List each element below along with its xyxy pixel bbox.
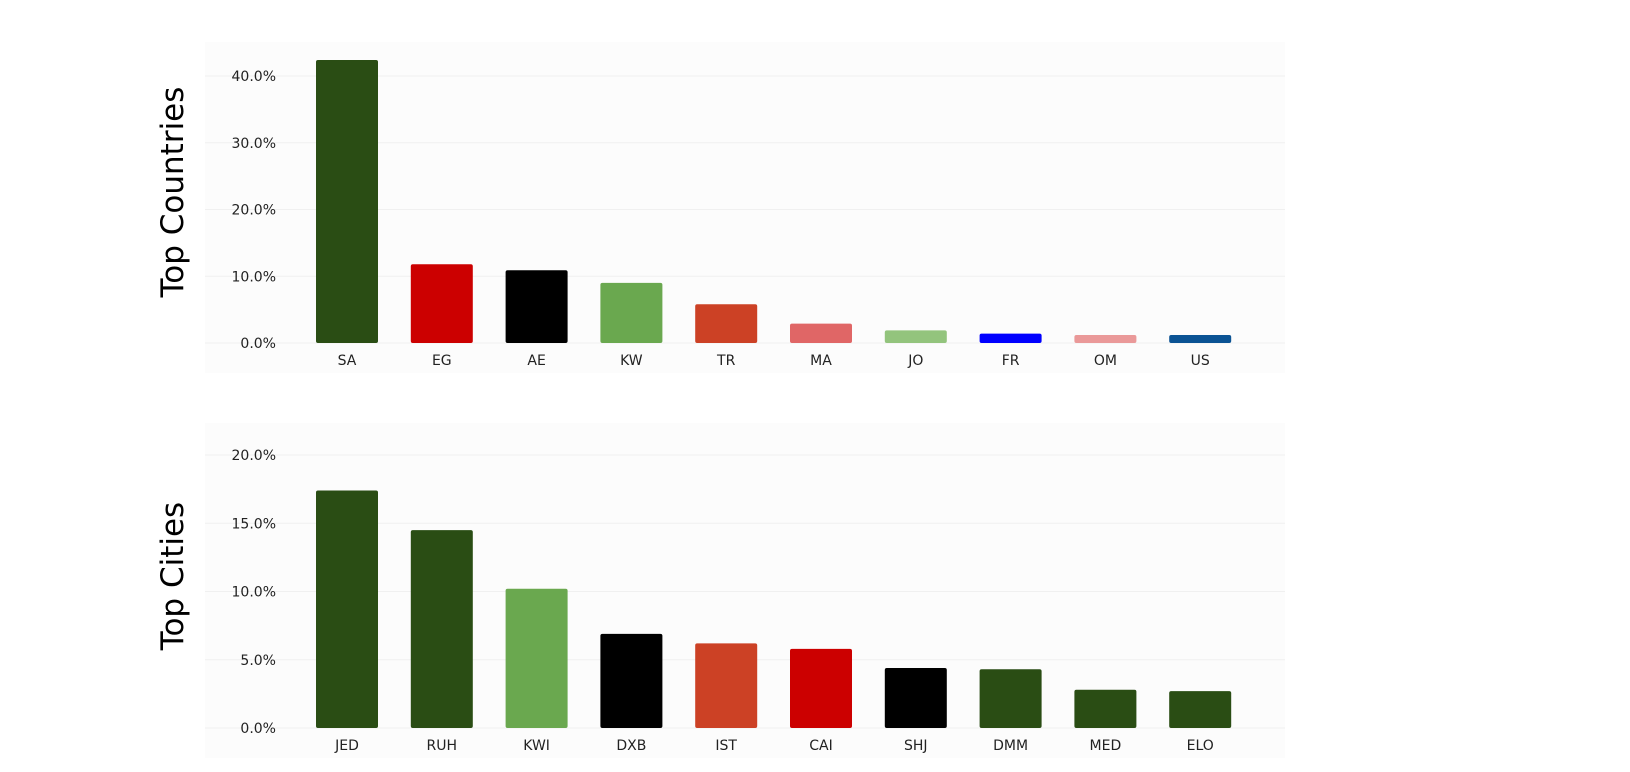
x-tick-label: SA bbox=[338, 353, 357, 369]
bar-ruh[interactable] bbox=[410, 530, 473, 728]
bar-us[interactable] bbox=[1169, 334, 1232, 343]
bar-shj[interactable] bbox=[884, 667, 947, 728]
y-tick-label: 10.0% bbox=[232, 269, 276, 285]
x-tick-label: KW bbox=[620, 353, 643, 369]
bar-jed[interactable] bbox=[316, 490, 378, 728]
chart-plot-top-cities: 0.0% 5.0% 10.0% 15.0% 20.0% JED RUH KWI DXB IST CA… bbox=[205, 423, 1285, 758]
y-tick-label: 5.0% bbox=[240, 653, 276, 669]
chart-top-countries: Top Countries 0.0% 10.0% 20.0% 30.0% 40.0% SA… bbox=[155, 59, 1285, 369]
y-tick-label: 10.0% bbox=[232, 585, 276, 601]
x-tick-label: DXB bbox=[616, 738, 646, 754]
bar-kwi[interactable] bbox=[505, 588, 568, 728]
bar-ae[interactable] bbox=[505, 270, 568, 343]
x-tick-label: DMM bbox=[993, 738, 1028, 754]
bar-med[interactable] bbox=[1074, 689, 1137, 728]
x-tick-label: MA bbox=[810, 353, 832, 369]
y-tick-label: 20.0% bbox=[232, 448, 276, 464]
y-tick-label: 15.0% bbox=[232, 516, 276, 532]
bar-elo[interactable] bbox=[1169, 691, 1232, 728]
x-tick-label: OM bbox=[1094, 353, 1117, 369]
x-tick-label: CAI bbox=[809, 738, 832, 754]
y-tick-label: 0.0% bbox=[240, 336, 276, 352]
chart-top-cities: Top Cities 0.0% 5.0% 10.0% 15.0% 20.0% JED RUH… bbox=[0, 410, 1630, 768]
y-tick-label: 40.0% bbox=[232, 69, 276, 85]
x-tick-label: MED bbox=[1090, 738, 1122, 754]
bar-fr[interactable] bbox=[979, 333, 1042, 343]
bar-om[interactable] bbox=[1074, 334, 1137, 343]
bar-kw[interactable] bbox=[600, 282, 663, 343]
bar-eg[interactable] bbox=[410, 264, 473, 343]
bar-cai[interactable] bbox=[790, 648, 852, 728]
x-tick-label: RUH bbox=[427, 738, 458, 754]
bar-sa[interactable] bbox=[316, 59, 378, 343]
bar-ist[interactable] bbox=[695, 643, 758, 728]
x-tick-label: KWI bbox=[523, 738, 550, 754]
chart-title-top-cities: Top Cities bbox=[155, 501, 191, 651]
bar-jo[interactable] bbox=[884, 330, 947, 343]
x-tick-label: AE bbox=[527, 353, 545, 369]
x-tick-label: FR bbox=[1002, 353, 1020, 369]
x-tick-label: JED bbox=[334, 738, 359, 754]
y-tick-label: 30.0% bbox=[232, 136, 276, 152]
bar-dmm[interactable] bbox=[979, 669, 1042, 728]
bar-tr[interactable] bbox=[695, 304, 758, 343]
y-tick-label: 0.0% bbox=[240, 721, 276, 737]
x-tick-label: EG bbox=[432, 353, 452, 369]
x-tick-label: ELO bbox=[1187, 738, 1214, 754]
chart-plot-top-countries: 0.0% 10.0% 20.0% 30.0% 40.0% SA EG AE KW TR MA JO FR… bbox=[205, 59, 1285, 369]
bar-ma[interactable] bbox=[790, 323, 852, 343]
bar-dxb[interactable] bbox=[600, 633, 663, 728]
x-tick-label: SHJ bbox=[904, 738, 928, 754]
chart-title-top-countries: Top Countries bbox=[155, 86, 191, 298]
x-tick-label: IST bbox=[715, 738, 737, 754]
x-tick-label: US bbox=[1191, 353, 1210, 369]
x-tick-label: JO bbox=[907, 353, 923, 369]
x-tick-label: TR bbox=[716, 353, 736, 369]
y-tick-label: 20.0% bbox=[232, 203, 276, 219]
